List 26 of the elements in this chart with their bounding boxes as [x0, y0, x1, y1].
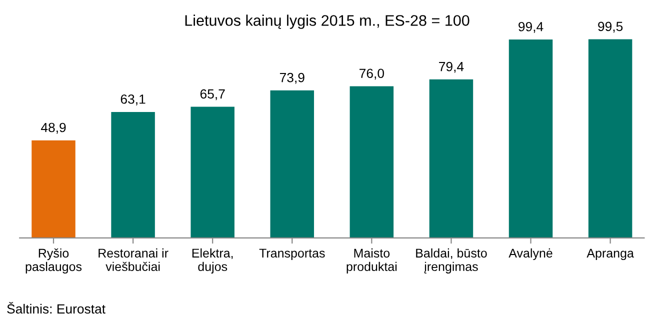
x-tick-label: Avalynė	[508, 248, 552, 260]
data-label: 73,9	[280, 72, 304, 84]
data-label: 79,4	[439, 62, 464, 73]
text: Šaltinis: Eurostat	[7, 302, 106, 314]
bar	[190, 106, 234, 238]
data-label: 48,9	[40, 122, 66, 134]
x-tick-label: Elektra, dujos	[192, 248, 233, 274]
x-tick-label: Apranga	[586, 248, 634, 260]
x-tick-label: Transportas	[259, 248, 325, 260]
x-tick-label: Ryšio paslaugos	[26, 248, 82, 274]
chart-title: Lietuvos kainų lygis 2015 m., ES-28 = 100	[185, 14, 470, 29]
data-label: 65,7	[200, 89, 225, 100]
data-label: 63,1	[120, 94, 146, 106]
data-label: 76,0	[360, 68, 384, 80]
data-label: 99,5	[598, 22, 623, 33]
data-label: 99,4	[518, 22, 544, 33]
bar	[429, 79, 474, 238]
x-tick-label: Baldai, būsto įrengimas	[416, 248, 487, 274]
bar	[350, 86, 394, 238]
bar	[270, 90, 314, 238]
x-tick-label: Restoranai ir viešbučiai	[98, 248, 168, 272]
bar	[32, 140, 76, 238]
bar	[508, 39, 553, 238]
x-tick-label: Maisto produktai	[346, 248, 397, 274]
bar	[111, 112, 155, 238]
bar	[588, 39, 632, 238]
